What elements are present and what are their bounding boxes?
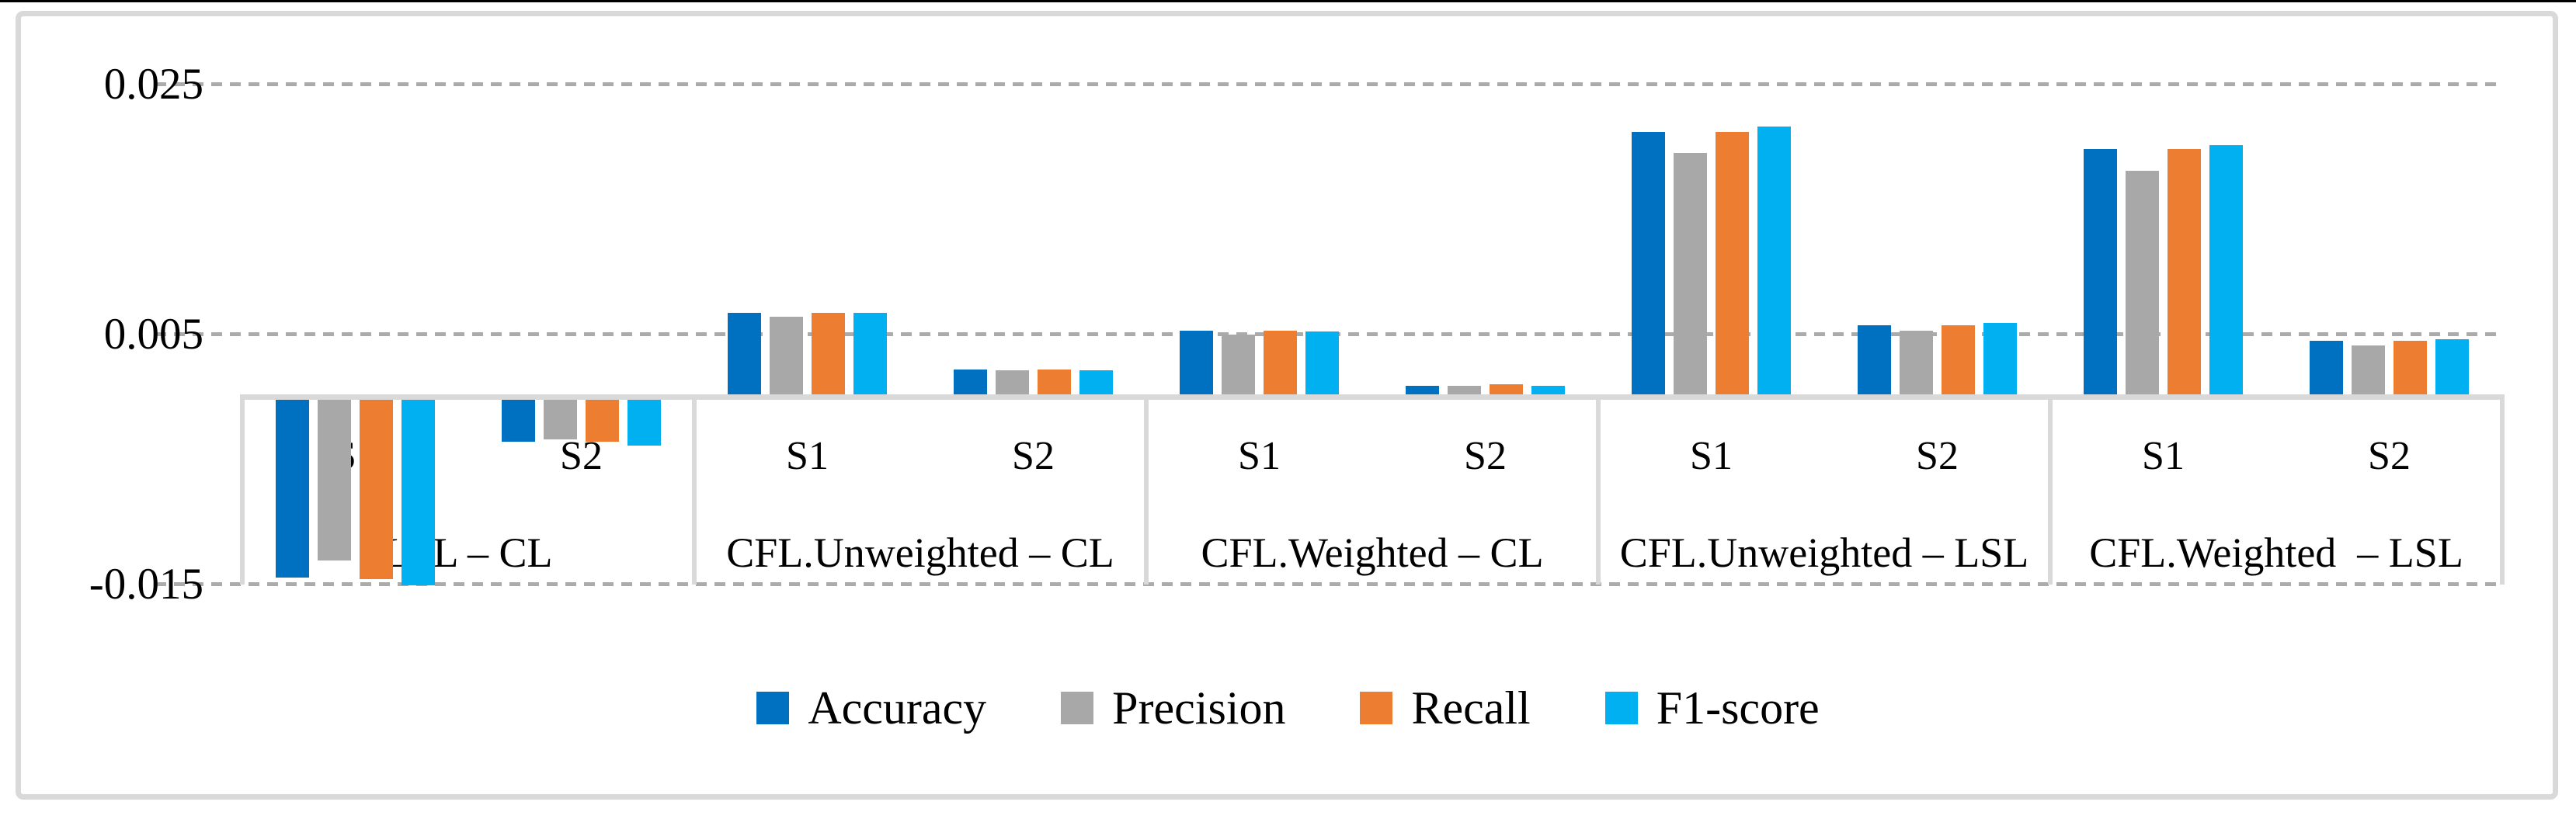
bar-accuracy xyxy=(728,313,761,395)
bar-recall xyxy=(586,399,619,442)
subgroup-label: S1 xyxy=(1690,434,1733,478)
bar-recall xyxy=(2168,149,2201,395)
x-axis-line xyxy=(240,394,2505,400)
bar-precision xyxy=(770,316,803,395)
category-band-divider xyxy=(1144,394,1149,585)
legend-item-recall: Recall xyxy=(1360,682,1531,734)
bar-recall xyxy=(1942,325,1975,395)
legend-swatch xyxy=(1360,692,1393,724)
subgroup-label: S1 xyxy=(1238,434,1281,478)
bar-accuracy xyxy=(276,399,309,578)
bar-precision xyxy=(1448,385,1481,395)
chart-outer-frame xyxy=(16,11,2558,800)
bar-precision xyxy=(2126,170,2159,395)
bar-precision xyxy=(1900,330,1933,395)
bar-recall xyxy=(360,399,393,580)
bar-accuracy xyxy=(1406,385,1439,395)
legend-swatch xyxy=(1061,692,1094,724)
bar-precision xyxy=(1222,334,1255,395)
bar-recall xyxy=(1716,131,1749,395)
gridline xyxy=(155,582,2497,586)
legend-label: Recall xyxy=(1411,682,1531,734)
legend: Accuracy Precision Recall F1-score xyxy=(0,669,2576,747)
bar-f1-score xyxy=(1305,331,1339,395)
subgroup-label: S2 xyxy=(560,434,603,478)
subgroup-label: S2 xyxy=(2368,434,2411,478)
category-band-divider xyxy=(1596,394,1601,585)
category-band-divider xyxy=(692,394,697,585)
subgroup-label: S1 xyxy=(786,434,829,478)
legend-label: F1-score xyxy=(1656,682,1820,734)
subgroup-label: S2 xyxy=(1464,434,1507,478)
legend-item-precision: Precision xyxy=(1061,685,1285,731)
bar-f1-score xyxy=(853,313,887,395)
group-label: CFL.Unweighted – CL xyxy=(726,529,1114,576)
legend-item-accuracy: Accuracy xyxy=(756,685,986,731)
bar-f1-score xyxy=(627,399,661,446)
category-band-right-border xyxy=(2500,394,2505,585)
bar-precision xyxy=(544,399,577,439)
figure-top-rule xyxy=(0,0,2576,2)
bar-accuracy xyxy=(1858,325,1891,395)
bar-recall xyxy=(1264,330,1297,395)
group-label: LSL – CL xyxy=(384,529,553,576)
subgroup-label: S2 xyxy=(1916,434,1959,478)
bar-precision xyxy=(318,399,351,560)
y-tick-label: 0.025 xyxy=(103,59,203,109)
legend-swatch xyxy=(756,692,790,724)
bar-recall xyxy=(2393,340,2427,395)
bar-accuracy xyxy=(502,399,535,442)
bar-accuracy xyxy=(1180,330,1213,395)
bar-recall xyxy=(812,313,845,395)
bar-precision xyxy=(996,370,1029,395)
bar-precision xyxy=(2352,345,2385,395)
category-band-divider xyxy=(2048,394,2053,585)
legend-label: Accuracy xyxy=(808,682,987,734)
bar-f1-score xyxy=(2435,338,2469,395)
group-label: CFL.Weighted – CL xyxy=(1201,529,1544,576)
legend-item-f1-score: F1-score xyxy=(1604,682,1820,734)
subgroup-label: S1 xyxy=(2142,434,2185,478)
bar-f1-score xyxy=(1983,323,2017,395)
bar-accuracy xyxy=(2084,149,2117,395)
bar-recall xyxy=(1038,369,1071,395)
gridline xyxy=(155,82,2497,86)
bar-f1-score xyxy=(402,399,435,586)
bar-f1-score xyxy=(1079,370,1113,395)
bar-accuracy xyxy=(954,369,987,395)
y-tick-label: 0.005 xyxy=(103,309,203,359)
bar-f1-score xyxy=(2209,145,2243,395)
legend-label: Precision xyxy=(1112,682,1286,734)
y-tick-label: -0.015 xyxy=(89,559,203,609)
bar-precision xyxy=(1674,153,1707,395)
group-label: CFL.Unweighted – LSL xyxy=(1619,529,2029,576)
bar-f1-score xyxy=(1757,127,1791,395)
bar-accuracy xyxy=(1632,131,1665,395)
subgroup-label: S2 xyxy=(1012,434,1055,478)
bar-accuracy xyxy=(2310,340,2343,395)
category-band-left-border xyxy=(240,394,245,585)
legend-swatch xyxy=(1604,692,1638,724)
bar-recall xyxy=(1490,383,1523,395)
group-label: CFL.Weighted – LSL xyxy=(2089,529,2463,576)
bar-f1-score xyxy=(1531,385,1565,395)
